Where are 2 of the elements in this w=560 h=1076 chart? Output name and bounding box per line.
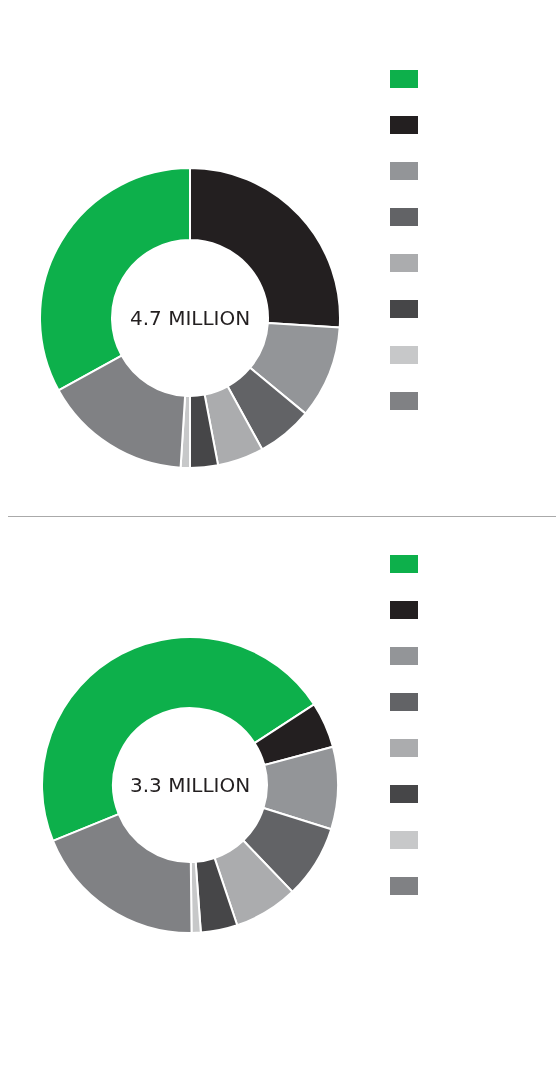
text: 4.7 MILLION xyxy=(130,306,251,330)
text: 3.3 MILLION xyxy=(130,773,251,797)
